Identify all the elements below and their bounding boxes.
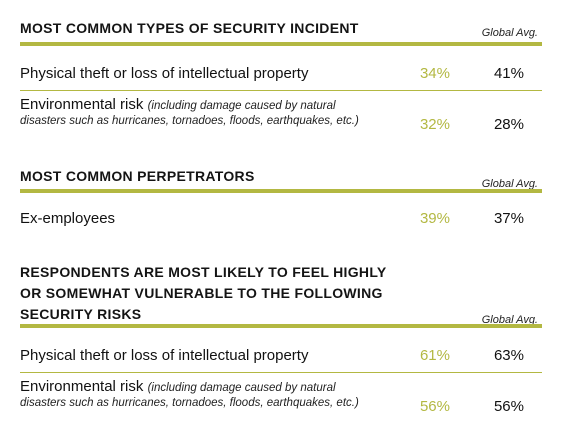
section-perpetrators: MOST COMMON PERPETRATORS Global Avg. [20, 166, 542, 190]
section-vulnerability: RESPONDENTS ARE MOST LIKELY TO FEEL HIGH… [20, 262, 542, 326]
row-divider [20, 90, 542, 91]
section-title-line: OR SOMEWHAT VULNERABLE TO THE FOLLOWING [20, 285, 383, 301]
table-row: Environmental risk (including damage cau… [20, 378, 542, 420]
row-label: Environmental risk (including damage cau… [20, 96, 359, 127]
row-divider [20, 372, 542, 373]
section-title: MOST COMMON TYPES OF SECURITY INCIDENT [20, 20, 359, 36]
row-label-note: (including damage caused by natural [147, 382, 336, 394]
region-value: 39% [419, 210, 450, 227]
global-value: 56% [493, 398, 524, 415]
section-divider [20, 42, 542, 46]
region-value: 61% [419, 347, 450, 364]
global-avg-header: Global Avg. [481, 314, 538, 326]
section-divider [20, 189, 542, 193]
section-divider [20, 324, 542, 328]
region-value: 56% [419, 398, 450, 415]
table-row: Physical theft or loss of intellectual p… [20, 65, 542, 89]
row-label-note-line2: disasters such as hurricanes, tornadoes,… [20, 115, 359, 127]
section-title-line: SECURITY RISKS [20, 306, 142, 322]
section-incident-types: MOST COMMON TYPES OF SECURITY INCIDENT G… [20, 18, 542, 39]
table-row: Physical theft or loss of intellectual p… [20, 347, 542, 371]
row-label: Physical theft or loss of intellectual p… [20, 65, 309, 82]
row-label: Ex-employees [20, 210, 116, 227]
global-avg-header: Global Avg. [481, 27, 538, 39]
section-title: MOST COMMON PERPETRATORS [20, 168, 255, 184]
global-value: 41% [493, 65, 524, 82]
region-value: 34% [419, 65, 450, 82]
row-label-main: Environmental risk [20, 96, 144, 113]
row-label-main: Environmental risk [20, 378, 144, 395]
row-label: Environmental risk (including damage cau… [20, 378, 359, 409]
global-avg-header: Global Avg. [481, 178, 538, 190]
global-value: 28% [493, 116, 524, 133]
table-row: Environmental risk (including damage cau… [20, 96, 542, 136]
region-value: 32% [419, 116, 450, 133]
global-value: 63% [493, 347, 524, 364]
row-label: Physical theft or loss of intellectual p… [20, 347, 309, 364]
section-title-line: RESPONDENTS ARE MOST LIKELY TO FEEL HIGH… [20, 264, 387, 280]
table-row: Ex-employees 39% 37% [20, 210, 542, 234]
row-label-note: (including damage caused by natural [147, 100, 336, 112]
row-label-note-line2: disasters such as hurricanes, tornadoes,… [20, 397, 359, 409]
global-value: 37% [493, 210, 524, 227]
